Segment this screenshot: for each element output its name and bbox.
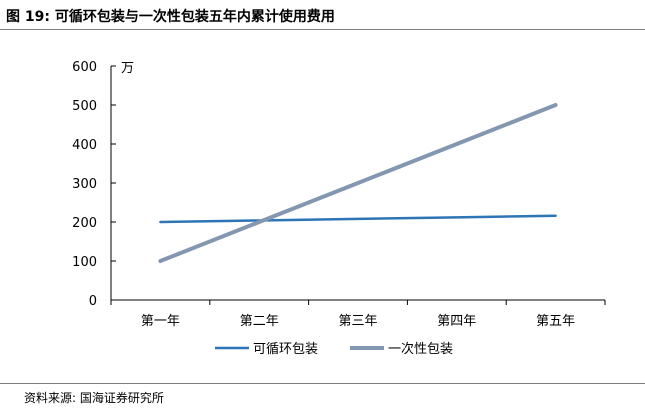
y-axis-unit-label: 万 xyxy=(121,61,134,76)
x-tick-label: 第四年 xyxy=(437,314,476,329)
y-tick-label: 600 xyxy=(72,60,97,75)
y-tick-label: 100 xyxy=(72,255,97,270)
x-tick-label: 第二年 xyxy=(240,314,279,329)
x-tick-label: 第一年 xyxy=(141,314,180,329)
y-tick-label: 200 xyxy=(72,216,97,231)
x-tick-label: 第五年 xyxy=(536,314,575,329)
chart-legend: 可循环包装 一次性包装 xyxy=(215,341,453,357)
x-tick-label: 第三年 xyxy=(338,314,377,329)
chart-series-layer xyxy=(158,103,558,263)
legend-label-2: 一次性包装 xyxy=(388,341,453,357)
series-line-2 xyxy=(158,103,558,263)
source-divider xyxy=(0,383,645,384)
source-note: 资料来源: 国海证券研究所 xyxy=(24,391,164,405)
y-tick-label: 400 xyxy=(72,138,97,153)
y-tick-label: 500 xyxy=(72,99,97,114)
caption-divider xyxy=(0,29,645,30)
y-tick-label: 0 xyxy=(89,294,97,309)
figure-caption: 图 19: 可循环包装与一次性包装五年内累计使用费用 xyxy=(6,9,335,25)
series-line-1 xyxy=(159,214,557,224)
y-tick-label: 300 xyxy=(72,177,97,192)
legend-label-1: 可循环包装 xyxy=(253,342,318,357)
